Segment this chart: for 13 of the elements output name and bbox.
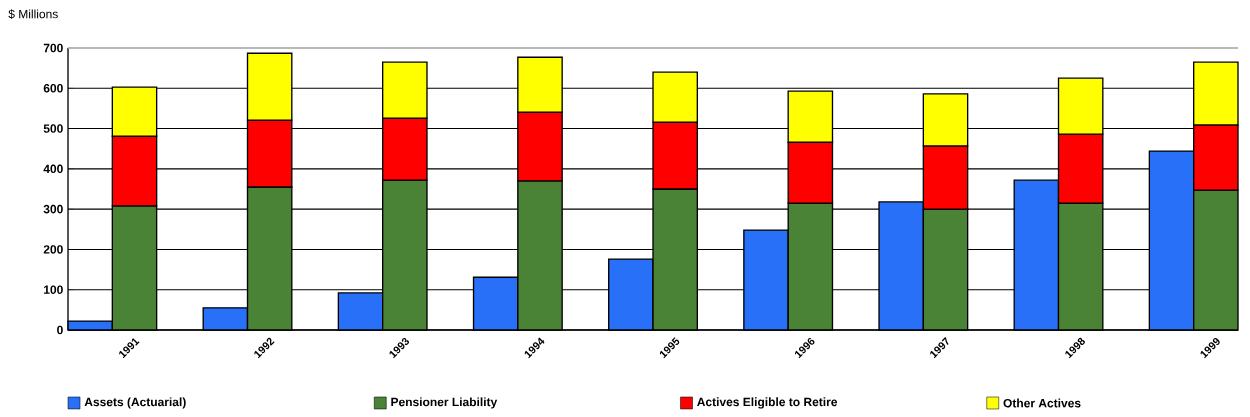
- y-tick-label: 100: [44, 285, 63, 294]
- y-tick-label: 300: [43, 204, 63, 214]
- y-tick-label: 400: [43, 164, 63, 174]
- legend-label: Other Actives: [1003, 398, 1081, 408]
- legend-label: Actives Eligible to Retire: [697, 397, 838, 409]
- legend-label: Assets (Actuarial): [84, 397, 186, 409]
- y-tick-label: 200: [43, 245, 63, 254]
- y-axis-title: $ Millions: [8, 9, 58, 19]
- y-tick-label: 600: [43, 84, 63, 93]
- y-tick-label: 0: [57, 325, 63, 335]
- legend-label: Pensioner Liability: [391, 397, 498, 409]
- y-tick-label: 700: [43, 43, 63, 53]
- y-tick-label: 500: [43, 124, 63, 133]
